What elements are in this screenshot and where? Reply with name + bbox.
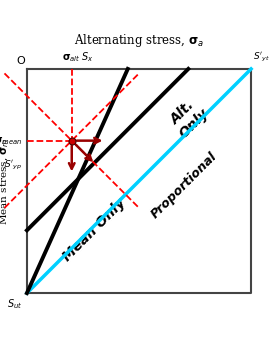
Text: Alt.
Only: Alt. Only: [165, 95, 212, 142]
Text: $S_{ut}$: $S_{ut}$: [7, 298, 23, 311]
Text: $\mathbf{\sigma}_{mean}$: $\mathbf{\sigma}_{mean}$: [0, 135, 23, 147]
Text: Mean stress, $\mathbf{\sigma}_{m}$: Mean stress, $\mathbf{\sigma}_{m}$: [0, 137, 11, 225]
Text: $\mathbf{\sigma}_{alt}$: $\mathbf{\sigma}_{alt}$: [63, 52, 81, 64]
Text: Mean Only: Mean Only: [60, 196, 128, 265]
Text: $S'_{yt}$: $S'_{yt}$: [253, 51, 270, 64]
Text: Alternating stress, $\mathbf{\sigma}_{a}$: Alternating stress, $\mathbf{\sigma}_{a}…: [74, 32, 204, 49]
Text: $S_x$: $S_x$: [81, 51, 94, 64]
Text: $S'_{yp}$: $S'_{yp}$: [4, 159, 23, 172]
Text: Proportional: Proportional: [148, 150, 219, 221]
Text: O: O: [16, 55, 25, 66]
